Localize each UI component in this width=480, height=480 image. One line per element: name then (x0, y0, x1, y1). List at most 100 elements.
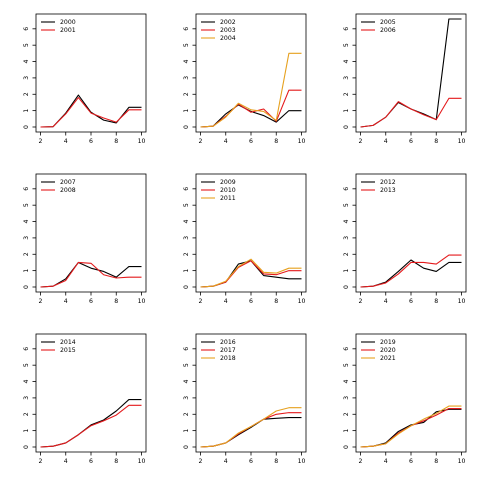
y-tick-label: 5 (343, 203, 350, 207)
x-tick-label: 2 (359, 138, 363, 145)
y-tick-label: 4 (183, 60, 190, 64)
series-line-2009 (200, 260, 302, 288)
legend-label-2015: 2015 (60, 347, 76, 354)
y-tick-label: 5 (23, 203, 30, 207)
series-line-2019 (360, 408, 462, 448)
y-tick-label: 2 (183, 252, 190, 256)
y-tick-label: 1 (343, 429, 350, 433)
x-tick-label: 2 (199, 138, 203, 145)
legend-label-2009: 2009 (220, 179, 236, 186)
y-tick-label: 3 (343, 76, 350, 80)
x-tick-label: 8 (274, 298, 278, 305)
x-tick-label: 10 (298, 298, 306, 305)
series-line-2001 (40, 97, 142, 128)
series-line-2011 (200, 258, 302, 288)
legend-label-2007: 2007 (60, 179, 76, 186)
y-tick-label: 0 (343, 125, 350, 129)
legend-label-2001: 2001 (60, 27, 76, 34)
y-tick-label: 2 (183, 412, 190, 416)
x-tick-label: 2 (359, 298, 363, 305)
y-tick-label: 1 (183, 429, 190, 433)
x-tick-label: 8 (114, 138, 118, 145)
x-tick-label: 8 (274, 138, 278, 145)
x-tick-label: 8 (114, 458, 118, 465)
y-tick-label: 3 (183, 76, 190, 80)
series-line-2013 (360, 254, 462, 288)
y-tick-label: 4 (183, 220, 190, 224)
legend-label-2016: 2016 (220, 339, 236, 346)
legend-label-2010: 2010 (220, 187, 236, 194)
y-tick-label: 1 (343, 269, 350, 273)
x-tick-label: 2 (39, 138, 43, 145)
plot-frame (195, 13, 307, 133)
x-tick-label: 8 (434, 458, 438, 465)
series-line-2008 (40, 261, 142, 288)
legend-label-2012: 2012 (380, 179, 396, 186)
series-line-2005 (360, 18, 462, 128)
x-tick-label: 6 (89, 138, 93, 145)
legend-label-2013: 2013 (380, 187, 396, 194)
series-line-2006 (360, 97, 462, 128)
y-tick-label: 5 (343, 43, 350, 47)
y-tick-label: 0 (23, 125, 30, 129)
x-tick-label: 8 (434, 298, 438, 305)
x-tick-label: 4 (64, 298, 68, 305)
x-tick-label: 4 (64, 458, 68, 465)
y-tick-label: 5 (23, 363, 30, 367)
legend-label-2003: 2003 (220, 27, 236, 34)
plot-frame (355, 173, 467, 293)
x-tick-label: 6 (249, 458, 253, 465)
x-tick-label: 10 (458, 298, 466, 305)
legend-label-2017: 2017 (220, 347, 236, 354)
y-tick-label: 6 (23, 347, 30, 351)
legend-label-2021: 2021 (380, 355, 396, 362)
y-tick-label: 5 (23, 43, 30, 47)
legend-label-2020: 2020 (380, 347, 396, 354)
y-tick-label: 1 (23, 109, 30, 113)
legend-label-2008: 2008 (60, 187, 76, 194)
x-tick-label: 8 (274, 458, 278, 465)
plot-frame (35, 173, 147, 293)
series-line-2018 (200, 407, 302, 448)
plot-frame (195, 173, 307, 293)
y-tick-label: 0 (23, 445, 30, 449)
x-tick-label: 4 (224, 138, 228, 145)
x-tick-label: 2 (199, 298, 203, 305)
y-tick-label: 6 (343, 347, 350, 351)
x-tick-label: 6 (409, 458, 413, 465)
x-tick-label: 6 (89, 298, 93, 305)
plot-frame (355, 333, 467, 453)
y-tick-label: 4 (23, 220, 30, 224)
plot-frame (35, 13, 147, 133)
series-line-2004 (200, 52, 302, 128)
y-tick-label: 4 (343, 220, 350, 224)
y-tick-label: 3 (183, 396, 190, 400)
y-tick-label: 6 (183, 187, 190, 191)
plot-frame (195, 333, 307, 453)
y-tick-label: 2 (23, 252, 30, 256)
x-tick-label: 2 (39, 298, 43, 305)
y-tick-label: 6 (23, 187, 30, 191)
y-tick-label: 6 (183, 347, 190, 351)
legend-label-2004: 2004 (220, 35, 236, 42)
x-tick-label: 10 (298, 458, 306, 465)
y-tick-label: 2 (343, 92, 350, 96)
y-tick-label: 5 (183, 203, 190, 207)
y-tick-label: 6 (23, 27, 30, 31)
y-tick-label: 4 (343, 60, 350, 64)
y-tick-label: 0 (343, 285, 350, 289)
legend-label-2018: 2018 (220, 355, 236, 362)
y-tick-label: 1 (23, 269, 30, 273)
series-line-2012 (360, 259, 462, 288)
plot-frame (355, 13, 467, 133)
y-tick-label: 6 (183, 27, 190, 31)
